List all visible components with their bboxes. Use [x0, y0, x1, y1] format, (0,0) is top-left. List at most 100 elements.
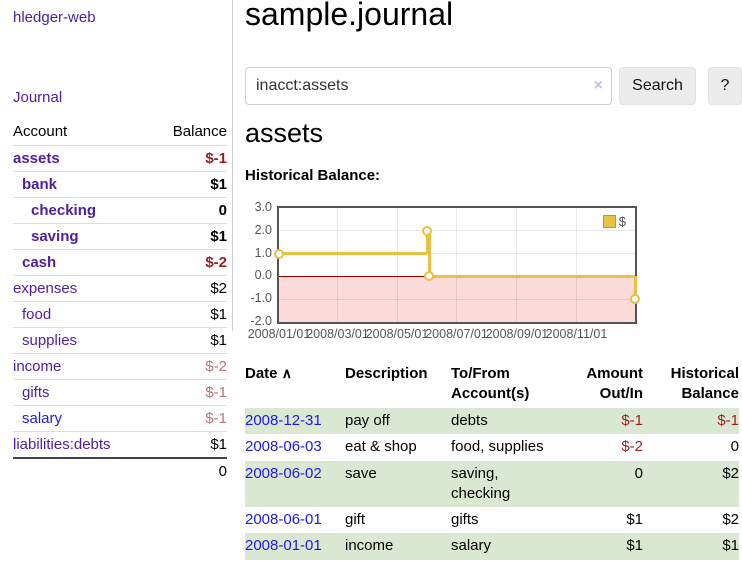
x-axis-label: 2008/09/01 [485, 327, 549, 341]
series-segment [279, 252, 428, 256]
account-balance: $-1 [150, 379, 227, 406]
account-link[interactable]: food [22, 306, 52, 323]
account-row: food $1 [13, 301, 227, 328]
account-balance: $-1 [150, 405, 227, 432]
account-row: bank $1 [13, 171, 227, 198]
transaction-description: income [345, 533, 451, 560]
account-balance: $1 [150, 171, 227, 198]
transaction-date-link[interactable]: 2008-12-31 [245, 412, 322, 429]
account-link[interactable]: assets [13, 150, 60, 167]
app-title-link[interactable]: hledger-web [13, 9, 96, 26]
series-segment [429, 274, 635, 278]
register-row: 2008-06-01 gift gifts $1 $2 [245, 507, 739, 533]
account-link[interactable]: salary [22, 410, 63, 427]
transaction-balance: $2 [722, 511, 739, 528]
account-link[interactable]: bank [22, 176, 58, 193]
register-row: 2008-01-01 income salary $1 $1 [245, 533, 739, 560]
account-row: checking 0 [13, 197, 227, 224]
y-axis-label: -1.0 [250, 291, 272, 306]
transaction-accounts: saving, checking [451, 460, 571, 507]
chart-legend: $ [600, 213, 628, 230]
account-link[interactable]: supplies [22, 332, 78, 349]
balance-chart: $ 2008/01/01 2008/03/01 2008/05/01 2008/07/… [245, 200, 742, 345]
account-link[interactable]: liabilities:debts [13, 436, 111, 453]
transaction-balance: $1 [643, 533, 739, 560]
chart-plot-area[interactable]: $ [274, 206, 640, 324]
x-axis-label: 2008/07/01 [425, 327, 488, 341]
transaction-balance: 0 [730, 438, 739, 456]
register-header-amount: Amount Out/In [586, 365, 643, 402]
register-row: 2008-06-02 save saving, checking 0 $2 [245, 460, 739, 507]
account-balance: $2 [150, 275, 227, 302]
account-link[interactable]: income [13, 358, 62, 375]
register-row: 2008-06-03 eat & shop food, supplies $-2 0 [245, 434, 739, 460]
page-title: sample.journal [245, 0, 454, 32]
register-table: Date ∧ Description To/From Account(s) Am… [245, 362, 739, 560]
series-segment [425, 230, 429, 254]
main-panel: sample.journal × Search ? assets Histori… [245, 0, 742, 582]
transaction-description: gift [345, 511, 366, 528]
sort-asc-icon[interactable]: ∧ [281, 365, 292, 381]
x-gridline [575, 208, 577, 322]
account-balance: $-1 [150, 145, 227, 172]
account-balance: $-2 [150, 249, 227, 276]
legend-label: $ [618, 214, 626, 229]
account-row: saving $1 [13, 223, 227, 250]
account-link[interactable]: checking [31, 202, 97, 219]
x-axis-label: 2008/05/01 [365, 327, 429, 341]
transaction-amount: $1 [626, 511, 643, 528]
sidebar-divider [232, 0, 233, 331]
transaction-date-link[interactable]: 2008-06-03 [245, 438, 322, 456]
x-gridline [396, 208, 398, 322]
account-row: expenses $2 [13, 275, 227, 302]
sidebar-item-journal[interactable]: Journal [13, 89, 63, 106]
help-button[interactable]: ? [708, 67, 742, 105]
account-row: liabilities:debts $1 [13, 431, 227, 459]
clear-search-icon[interactable]: × [593, 77, 603, 94]
transaction-description: save [345, 460, 451, 507]
sidebar: hledger-web Journal Account Balance asse… [0, 0, 232, 484]
transaction-description: pay off [345, 408, 451, 435]
account-row: assets $-1 [13, 145, 227, 172]
transaction-accounts: salary [451, 533, 571, 560]
series-segment [427, 230, 431, 277]
series-segment [633, 276, 637, 300]
account-link[interactable]: gifts [22, 384, 50, 401]
register-header-description: Description [345, 365, 428, 382]
data-point-marker [422, 225, 433, 236]
transaction-date-link[interactable]: 2008-06-01 [245, 511, 322, 528]
register-header-date[interactable]: Date ∧ [245, 365, 292, 382]
accounts-table: Account Balance assets $-1 bank $1 checking 0… [13, 119, 227, 484]
search-input[interactable] [245, 67, 612, 105]
transaction-description: eat & shop [345, 438, 417, 456]
x-axis-label: 2008/01/01 [247, 327, 311, 341]
transaction-date-link[interactable]: 2008-01-01 [245, 537, 322, 555]
chart-title: Historical Balance: [245, 167, 381, 184]
account-link[interactable]: expenses [13, 280, 78, 297]
account-link[interactable]: saving [31, 228, 79, 245]
transaction-accounts: debts [451, 408, 571, 435]
accounts-header-balance: Balance [150, 119, 227, 146]
transaction-amount: $1 [571, 533, 643, 560]
x-axis-label: 2008/11/01 [545, 327, 608, 341]
y-axis-label: 3.0 [254, 200, 272, 214]
transaction-balance: $-1 [643, 408, 739, 435]
search-bar: × Search ? [245, 67, 742, 105]
data-point-marker [424, 271, 435, 282]
register-row: 2008-12-31 pay off debts $-1 $-1 [245, 408, 739, 435]
account-balance: $-2 [150, 353, 227, 380]
transaction-balance: $2 [643, 460, 739, 507]
account-balance: $1 [150, 327, 227, 354]
accounts-total-row: 0 [13, 457, 227, 484]
account-row: gifts $-1 [13, 379, 227, 406]
account-balance: $1 [150, 431, 227, 459]
y-gridline [279, 253, 635, 255]
transaction-date-link[interactable]: 2008-06-02 [245, 464, 322, 482]
y-axis-label: -2.0 [250, 314, 272, 328]
register-header-tofrom: To/From Account(s) [451, 365, 530, 402]
x-axis-label: 2008/03/01 [306, 327, 369, 341]
account-link[interactable]: cash [22, 254, 57, 271]
transaction-amount: $-2 [621, 438, 643, 456]
search-button[interactable]: Search [619, 67, 696, 105]
accounts-header-account: Account [13, 119, 151, 146]
